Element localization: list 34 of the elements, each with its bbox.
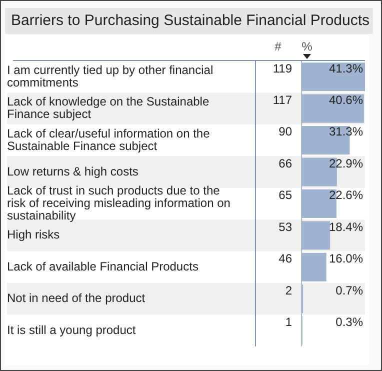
- chart-title: Barriers to Purchasing Sustainable Financial Products: [5, 8, 373, 34]
- text: 90: [278, 124, 292, 139]
- data-label: 40.6%: [328, 93, 364, 108]
- bar: [302, 94, 364, 123]
- x-axis-title: %: [302, 39, 313, 54]
- text: 119: [272, 61, 292, 76]
- y-tick-label: I am currently tied up by other financial commitments: [7, 62, 214, 90]
- y-tick-label: It is still a young product: [7, 322, 136, 337]
- bar: [302, 62, 365, 92]
- y-tick-label: Lack of clear/useful information on the Sustainable Finance subject: [7, 126, 210, 153]
- y-tick-label: Lack of trust in such products due to the risk of receiving misleading information on sustainability: [7, 183, 230, 223]
- data-label: 41.3%: [328, 61, 364, 76]
- data-label: 0.7%: [336, 283, 364, 298]
- bar: [302, 252, 326, 282]
- text: 117: [272, 93, 292, 108]
- data-label: 18.4%: [328, 220, 364, 234]
- text: 66: [278, 156, 292, 170]
- text: 2: [285, 283, 292, 298]
- y-tick-label: Lack of knowledge on the Sustainable Finance subject: [7, 94, 210, 122]
- text: 65: [278, 188, 292, 202]
- y-tick-label: Lack of available Financial Products: [7, 259, 198, 274]
- y-tick-label: Not in need of the product: [7, 291, 146, 306]
- text: #: [274, 39, 282, 54]
- text: 53: [278, 220, 292, 234]
- text: 1: [285, 315, 292, 329]
- data-label: 22.9%: [328, 156, 364, 170]
- text: 46: [278, 252, 292, 266]
- data-label: 31.3%: [328, 124, 364, 139]
- data-label: 0.3%: [336, 315, 364, 329]
- data-label: 22.6%: [328, 188, 364, 202]
- y-tick-label: High risks: [7, 228, 60, 242]
- bar: [302, 221, 330, 250]
- data-label: 16.0%: [328, 252, 364, 266]
- y-tick-label: Low returns & high costs: [7, 164, 138, 178]
